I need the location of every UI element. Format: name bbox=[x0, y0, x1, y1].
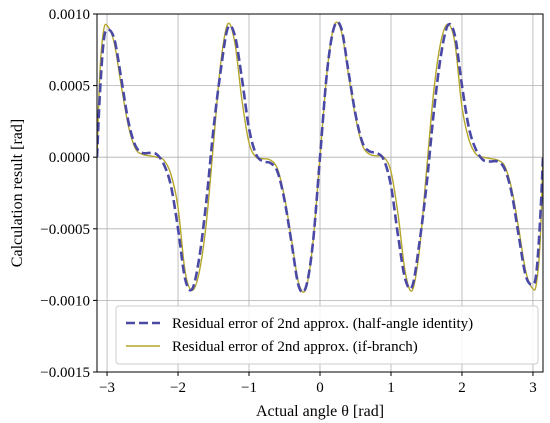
y-axis-title: Calculation result [rad] bbox=[9, 119, 26, 267]
x-tick-label: 0 bbox=[316, 380, 324, 396]
x-tick-label: −2 bbox=[170, 380, 186, 396]
x-tick-label: −3 bbox=[99, 380, 115, 396]
y-tick-label: −0.0015 bbox=[40, 365, 90, 381]
x-tick-label: 1 bbox=[387, 380, 395, 396]
legend-box bbox=[115, 305, 539, 365]
x-tick-label: −1 bbox=[241, 380, 257, 396]
y-tick-label: −0.0010 bbox=[40, 293, 90, 309]
legend: Residual error of 2nd approx. (half-angl… bbox=[115, 305, 539, 365]
y-tick-label: 0.0005 bbox=[49, 79, 90, 95]
x-tick-label: 3 bbox=[529, 380, 537, 396]
y-tick-label: 0.0010 bbox=[49, 7, 90, 23]
series-layer bbox=[97, 20, 543, 294]
y-tick-label: 0.0000 bbox=[49, 150, 90, 166]
legend-label-half-angle: Residual error of 2nd approx. (half-angl… bbox=[172, 316, 473, 332]
x-axis: −3 −2 −1 0 1 2 3 bbox=[99, 372, 537, 396]
legend-label-if-branch: Residual error of 2nd approx. (if-branch… bbox=[172, 339, 418, 355]
series-line-half-angle bbox=[97, 20, 543, 294]
y-tick-label: −0.0005 bbox=[40, 222, 90, 238]
x-tick-label: 2 bbox=[458, 380, 466, 396]
x-axis-title: Actual angle θ [rad] bbox=[256, 403, 384, 420]
y-axis: −0.0015 −0.0010 −0.0005 0.0000 0.0005 0.0010 bbox=[40, 7, 97, 381]
